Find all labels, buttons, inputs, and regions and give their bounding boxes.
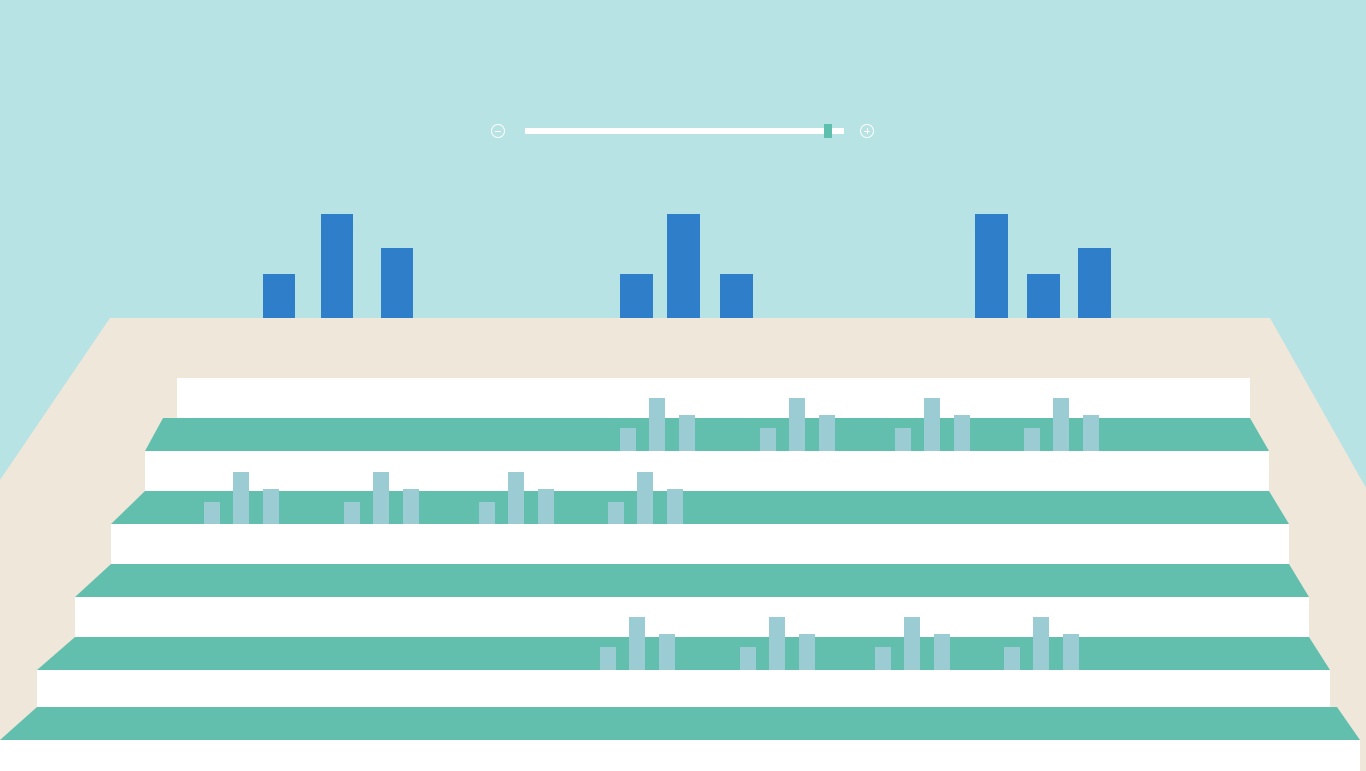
ghost-building[interactable] — [479, 502, 495, 524]
building[interactable] — [263, 274, 295, 319]
ghost-building[interactable] — [608, 502, 624, 524]
ghost-building[interactable] — [233, 472, 249, 524]
zoom-slider-handle[interactable] — [824, 124, 833, 138]
ghost-building[interactable] — [924, 398, 940, 451]
ghost-building[interactable] — [895, 428, 911, 451]
ghost-building[interactable] — [649, 398, 665, 451]
step-tread[interactable] — [145, 418, 1269, 451]
ghost-building[interactable] — [819, 415, 835, 451]
step-riser — [145, 451, 1269, 492]
ghost-building[interactable] — [600, 647, 616, 670]
ghost-building[interactable] — [875, 647, 891, 670]
ghost-buildings — [204, 398, 1099, 670]
ghost-building[interactable] — [637, 472, 653, 524]
ghost-building[interactable] — [629, 617, 645, 670]
building[interactable] — [321, 214, 353, 319]
ghost-building[interactable] — [1063, 634, 1079, 670]
step-riser — [75, 597, 1309, 638]
zoom-in-icon[interactable] — [860, 124, 874, 138]
ghost-building[interactable] — [373, 472, 389, 524]
building[interactable] — [381, 248, 413, 319]
ghost-building[interactable] — [659, 634, 675, 670]
step-riser — [0, 740, 1360, 771]
ghost-building[interactable] — [679, 415, 695, 451]
ghost-building[interactable] — [667, 489, 683, 524]
ghost-building[interactable] — [508, 472, 524, 524]
step-riser — [177, 378, 1250, 419]
ghost-building[interactable] — [1004, 647, 1020, 670]
ghost-building[interactable] — [760, 428, 776, 451]
skyline — [263, 214, 1111, 319]
zoom-out-icon[interactable] — [491, 124, 505, 138]
building[interactable] — [720, 274, 753, 319]
step-tread[interactable] — [75, 564, 1309, 597]
step-riser — [111, 524, 1289, 565]
ghost-building[interactable] — [954, 415, 970, 451]
ghost-building[interactable] — [799, 634, 815, 670]
ghost-building[interactable] — [1033, 617, 1049, 670]
ghost-building[interactable] — [1053, 398, 1069, 451]
ghost-building[interactable] — [934, 634, 950, 670]
ghost-building[interactable] — [403, 489, 419, 524]
building[interactable] — [1078, 248, 1111, 319]
building[interactable] — [975, 214, 1008, 319]
step-tread[interactable] — [111, 491, 1289, 524]
building[interactable] — [620, 274, 653, 319]
ghost-building[interactable] — [740, 647, 756, 670]
ghost-building[interactable] — [1083, 415, 1099, 451]
step-tread[interactable] — [37, 637, 1330, 670]
step-tread[interactable] — [0, 707, 1360, 740]
zoom-control — [0, 0, 1366, 160]
building[interactable] — [1027, 274, 1060, 319]
ghost-building[interactable] — [904, 617, 920, 670]
zoom-slider-track[interactable] — [525, 124, 844, 138]
ghost-building[interactable] — [204, 502, 220, 524]
ghost-building[interactable] — [620, 428, 636, 451]
ghost-building[interactable] — [538, 489, 554, 524]
ghost-building[interactable] — [1024, 428, 1040, 451]
stairs — [0, 378, 1360, 771]
step-riser — [37, 670, 1330, 708]
ghost-building[interactable] — [263, 489, 279, 524]
ghost-building[interactable] — [769, 617, 785, 670]
ghost-building[interactable] — [344, 502, 360, 524]
building[interactable] — [667, 214, 700, 319]
ghost-building[interactable] — [789, 398, 805, 451]
